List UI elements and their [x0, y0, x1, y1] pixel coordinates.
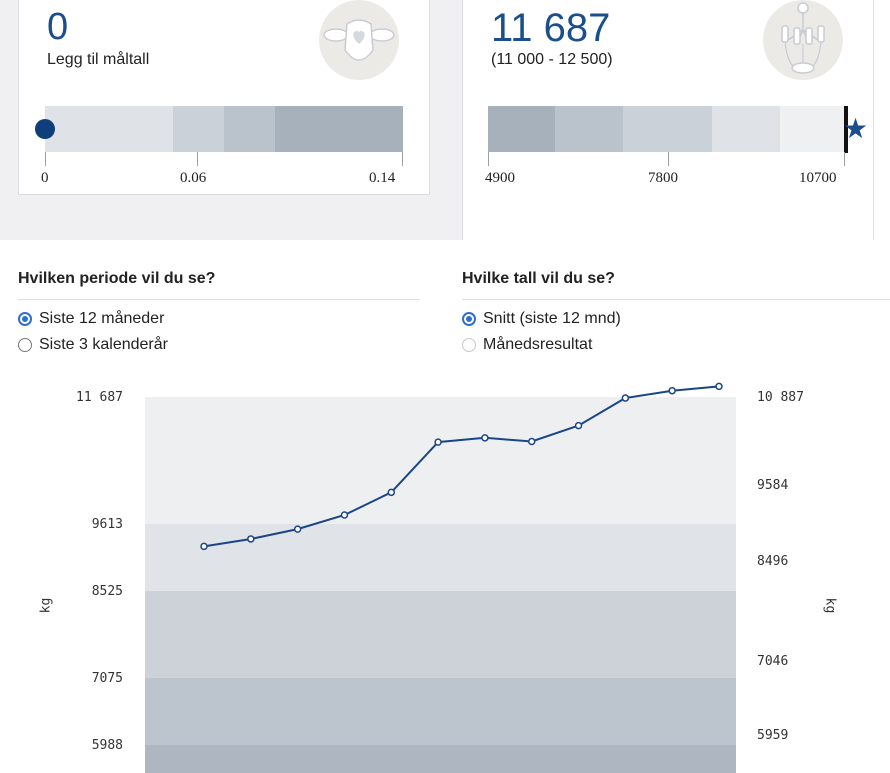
chart-band: [145, 678, 736, 745]
period-option-3-years[interactable]: Siste 3 kalenderår: [18, 336, 168, 354]
data-point[interactable]: [481, 434, 489, 442]
gauge-segment: [45, 106, 173, 152]
figures-option-average[interactable]: Snitt (siste 12 mnd): [462, 310, 621, 328]
y-tick-label-right: 9584: [757, 478, 788, 493]
y-tick-label-left: 11 687: [76, 390, 123, 405]
gauge-tick-label: 10700: [799, 170, 837, 186]
milk-yield-range: (11 000 - 12 500): [491, 51, 613, 68]
period-question: Hvilken periode vil du se?: [18, 270, 216, 287]
gauge-segment: [223, 106, 276, 152]
gauge-segment: [623, 106, 712, 152]
star-icon: ★: [843, 113, 869, 144]
data-point[interactable]: [293, 525, 302, 533]
option-label: Månedsresultat: [483, 336, 593, 353]
target-line: [844, 106, 848, 153]
radio-unselected[interactable]: [18, 338, 32, 352]
gauge-segment: [275, 106, 403, 152]
y-tick-label-right: 5959: [757, 728, 788, 743]
option-label: Snitt (siste 12 mnd): [483, 310, 621, 327]
data-point[interactable]: [340, 511, 349, 519]
gauge-segment: [555, 106, 623, 152]
target-value: 0: [47, 6, 69, 48]
y-tick-label-right: 7046: [757, 654, 788, 669]
target-gauge: [45, 106, 403, 152]
divider: [18, 299, 420, 300]
y-tick-label-left: 7075: [92, 671, 123, 686]
data-point[interactable]: [715, 382, 723, 391]
chart-band: [145, 745, 736, 773]
option-label: Siste 3 kalenderår: [39, 336, 168, 353]
radio-unselected[interactable]: [462, 338, 476, 352]
gauge-segment: [780, 106, 846, 152]
gauge-tick-label: 0.14: [369, 170, 396, 186]
chart-band: [145, 524, 736, 591]
target-card: 0 Legg til måltall 0 0.06 0.14: [18, 0, 430, 195]
figures-question: Hvilke tall vil du se?: [462, 270, 615, 287]
milk-yield-chart: 11 687 9613 8525 7075 5988 10 887 9584 8496 7046…: [76, 382, 804, 773]
gauge-tick-label: 7800: [648, 170, 678, 186]
y-tick-label-right: 8496: [757, 554, 788, 569]
data-point[interactable]: [434, 438, 442, 446]
add-target-link[interactable]: Legg til måltall: [47, 51, 150, 68]
sheep-heart-icon: [319, 0, 399, 80]
series-line: [203, 385, 720, 548]
gauge-segment: [172, 106, 224, 152]
radio-selected[interactable]: [462, 312, 476, 326]
gauge-tick: [668, 152, 669, 166]
y-tick-label-right: 10 887: [757, 390, 804, 405]
option-label: Siste 12 måneder: [39, 310, 165, 327]
data-point[interactable]: [574, 421, 583, 430]
gauge-tick-label: 4900: [485, 170, 515, 186]
milk-yield-value: 11 687: [491, 6, 611, 50]
divider: [462, 299, 890, 300]
data-point[interactable]: [527, 437, 536, 446]
milking-cluster-icon: [763, 0, 843, 80]
period-option-12-months[interactable]: Siste 12 måneder: [18, 310, 164, 328]
gauge-tick-label: 0: [41, 170, 49, 186]
gauge-tick: [488, 152, 489, 166]
data-point[interactable]: [668, 386, 676, 395]
gauge-tick-label: 0.06: [180, 170, 207, 186]
y-axis-unit-left: kg: [38, 597, 54, 614]
gauge-tick: [197, 152, 198, 166]
data-point[interactable]: [621, 394, 630, 402]
gauge-segment: [488, 106, 555, 152]
milk-yield-card: 11 687 (11 000 - 12 500) ★ 4900 7800 107…: [462, 0, 874, 240]
gauge-marker-dot: [35, 119, 55, 139]
chart-band: [145, 591, 736, 678]
radio-selected[interactable]: [18, 312, 32, 326]
data-point[interactable]: [387, 488, 396, 497]
y-tick-label-left: 9613: [92, 517, 123, 532]
y-axis-unit-right: kg: [822, 597, 838, 614]
y-tick-label-left: 5988: [92, 738, 123, 753]
next-card-edge: [873, 0, 890, 240]
figures-option-monthly[interactable]: Månedsresultat: [462, 336, 592, 354]
gauge-segment: [712, 106, 780, 152]
data-point[interactable]: [247, 535, 255, 543]
data-point[interactable]: [200, 542, 208, 551]
chart-band: [145, 397, 736, 524]
gauge-tick: [45, 152, 46, 166]
gauge-tick: [402, 152, 403, 166]
milk-yield-gauge: [488, 106, 846, 152]
gauge-tick: [844, 152, 845, 166]
y-tick-label-left: 8525: [92, 584, 123, 599]
